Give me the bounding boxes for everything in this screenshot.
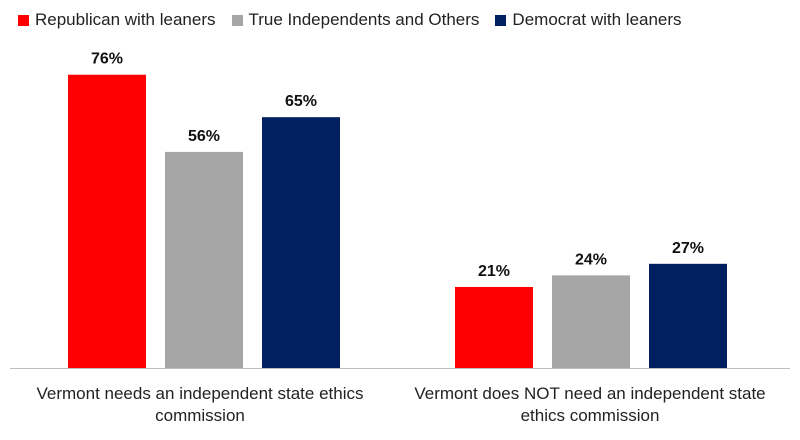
- legend-item-republican: Republican with leaners: [18, 10, 216, 30]
- bar-does-not-need-democrat: [649, 263, 727, 368]
- bar-needs-republican: [68, 74, 146, 369]
- legend-swatch-republican: [18, 14, 29, 26]
- data-label-does-not-need-democrat: 27%: [672, 240, 704, 257]
- legend-item-independent: True Independents and Others: [231, 10, 480, 30]
- legend-label-republican: Republican with leaners: [35, 10, 216, 29]
- data-label-needs-republican: 76%: [91, 51, 123, 68]
- bar-needs-democrat: [262, 117, 340, 368]
- data-label-needs-democrat: 65%: [285, 93, 317, 110]
- bar-needs-independent: [165, 151, 243, 368]
- category-label-does-not-need: Vermont does NOT need an independent sta…: [414, 384, 766, 425]
- bar-does-not-need-independent: [552, 275, 630, 368]
- legend-item-democrat: Democrat with leaners: [495, 10, 682, 30]
- data-label-does-not-need-republican: 21%: [478, 263, 510, 280]
- legend: Republican with leaners True Independent…: [18, 10, 682, 30]
- legend-label-democrat: Democrat with leaners: [512, 10, 682, 29]
- legend-swatch-independent: [231, 14, 243, 26]
- legend-swatch-democrat: [495, 14, 507, 26]
- bar-does-not-need-republican: [455, 286, 533, 368]
- legend-label-independent: True Independents and Others: [248, 10, 480, 29]
- data-label-needs-independent: 56%: [188, 128, 220, 145]
- data-label-does-not-need-independent: 24%: [575, 251, 607, 268]
- category-label-needs: Vermont needs an independent state ethic…: [36, 384, 364, 425]
